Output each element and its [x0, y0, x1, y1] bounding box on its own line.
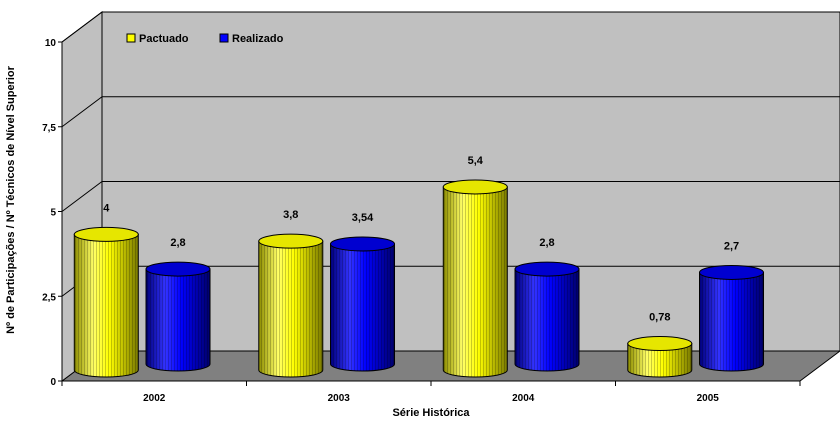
legend-label-realizado: Realizado — [232, 33, 284, 45]
bar-body-stripes — [330, 243, 395, 372]
y-tick-label: 10 — [45, 38, 57, 49]
bars — [73, 179, 765, 378]
x-tick-label: 2005 — [697, 393, 720, 404]
bar-body-stripes — [699, 272, 764, 372]
bar-realizado-2004 — [514, 261, 580, 372]
bar-top — [73, 226, 139, 242]
bar-body-stripes — [627, 343, 692, 377]
bar-body-stripes — [146, 269, 211, 372]
data-label: 3,54 — [352, 212, 374, 224]
data-label: 2,8 — [170, 237, 185, 249]
bar-top — [627, 336, 693, 352]
gridline-side — [61, 96, 103, 128]
x-tick-label: 2004 — [512, 393, 535, 404]
legend-swatch-realizado — [219, 33, 229, 43]
bar-pactuado-2003 — [258, 233, 324, 378]
legend-swatch-pactuado — [126, 33, 136, 43]
bar-body-stripes — [74, 234, 139, 377]
x-axis: 2002 2003 2004 2005 — [61, 380, 801, 404]
x-tick-label: 2002 — [143, 393, 166, 404]
gridline-side — [61, 11, 103, 43]
y-tick-label: 0 — [50, 377, 56, 388]
bar-top — [699, 264, 765, 280]
legend-label-pactuado: Pactuado — [139, 33, 189, 45]
x-tick-label: 2003 — [328, 393, 351, 404]
legend: Pactuado Realizado — [126, 33, 284, 45]
bar-top — [330, 236, 396, 252]
data-label: 3,8 — [283, 209, 298, 221]
y-axis: 0 2,5 5 7,5 10 — [42, 38, 63, 388]
data-label: 2,8 — [539, 237, 554, 249]
bar-top — [442, 179, 508, 195]
bar-body-stripes — [258, 241, 323, 377]
y-axis-title: Nº de Participações / Nº Técnicos de Nív… — [5, 65, 17, 334]
bar-pactuado-2004 — [442, 179, 508, 378]
bar-realizado-2003 — [330, 236, 396, 372]
y-tick-label: 2,5 — [42, 292, 56, 303]
y-tick-label: 7,5 — [42, 123, 56, 134]
bar-body-stripes — [515, 269, 580, 372]
bar-realizado-2005 — [699, 264, 765, 372]
data-label: 5,4 — [468, 155, 484, 167]
data-label: 4 — [103, 202, 110, 214]
bar-pactuado-2002 — [73, 226, 139, 378]
bar-top — [514, 261, 580, 277]
gridline-side — [61, 181, 103, 212]
bar-body-stripes — [443, 186, 508, 377]
bar-pactuado-2005 — [627, 336, 693, 378]
x-axis-title: Série Histórica — [392, 407, 470, 419]
y-tick-label: 5 — [50, 208, 56, 219]
bar-top — [258, 233, 324, 249]
bar-realizado-2002 — [145, 261, 211, 372]
data-label: 0,78 — [649, 312, 670, 324]
data-label: 2,7 — [724, 240, 739, 252]
data-labels: 4 2,8 3,8 3,54 5,4 2,8 0,78 2,7 — [103, 155, 739, 324]
bar-top — [145, 261, 211, 277]
